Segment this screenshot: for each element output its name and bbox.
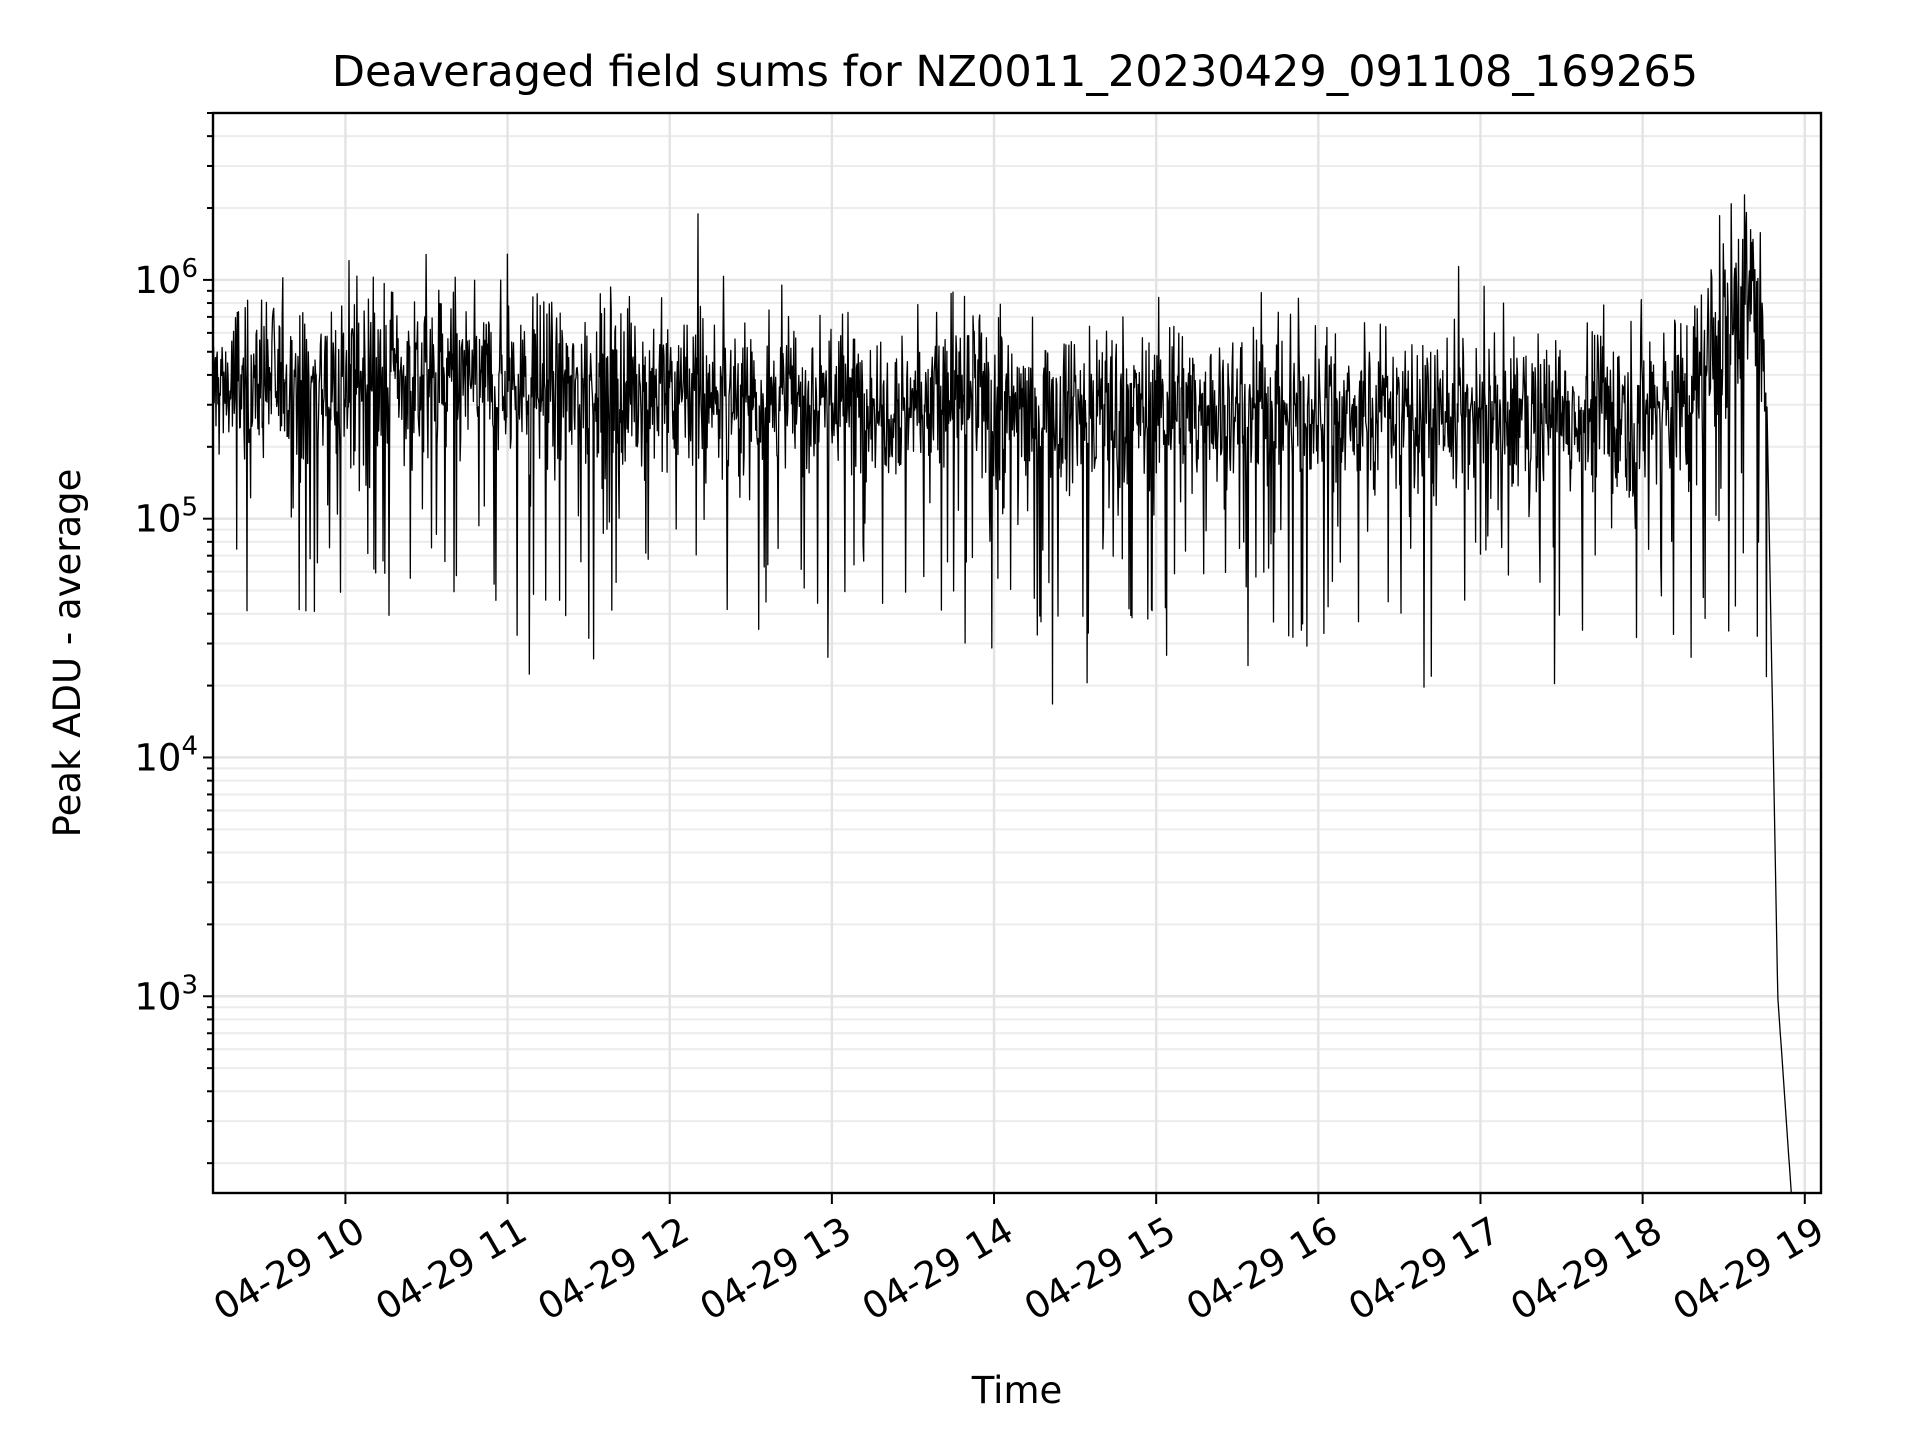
x-tick-label: 04-29 13: [693, 1209, 859, 1329]
series-line: [213, 194, 1792, 1193]
chart-title: Deaveraged field sums for NZ0011_2023042…: [332, 47, 1698, 97]
grid: [213, 112, 1821, 1193]
x-tick-label: 04-29 19: [1666, 1209, 1832, 1329]
x-axis-label: Time: [971, 1369, 1063, 1412]
y-axis-label: Peak ADU - average: [46, 469, 89, 838]
y-tick-label: 106: [134, 254, 198, 302]
plot-frame: [211, 111, 1823, 1195]
x-tick-label: 04-29 11: [369, 1209, 535, 1329]
x-tick-label: 04-29 18: [1504, 1209, 1670, 1329]
x-tick-label: 04-29 16: [1179, 1209, 1345, 1329]
x-tick-label: 04-29 14: [855, 1209, 1021, 1329]
x-tick-label: 04-29 17: [1341, 1209, 1507, 1329]
y-tick-label: 104: [134, 731, 198, 779]
y-tick-label: 105: [134, 493, 198, 541]
x-tick-label: 04-29 12: [531, 1209, 697, 1329]
x-tick-label: 04-29 15: [1017, 1209, 1183, 1329]
y-tick-label: 103: [134, 970, 198, 1018]
y-axis: 103 104 105 106: [134, 112, 213, 1165]
x-tick-label: 04-29 10: [206, 1209, 372, 1329]
